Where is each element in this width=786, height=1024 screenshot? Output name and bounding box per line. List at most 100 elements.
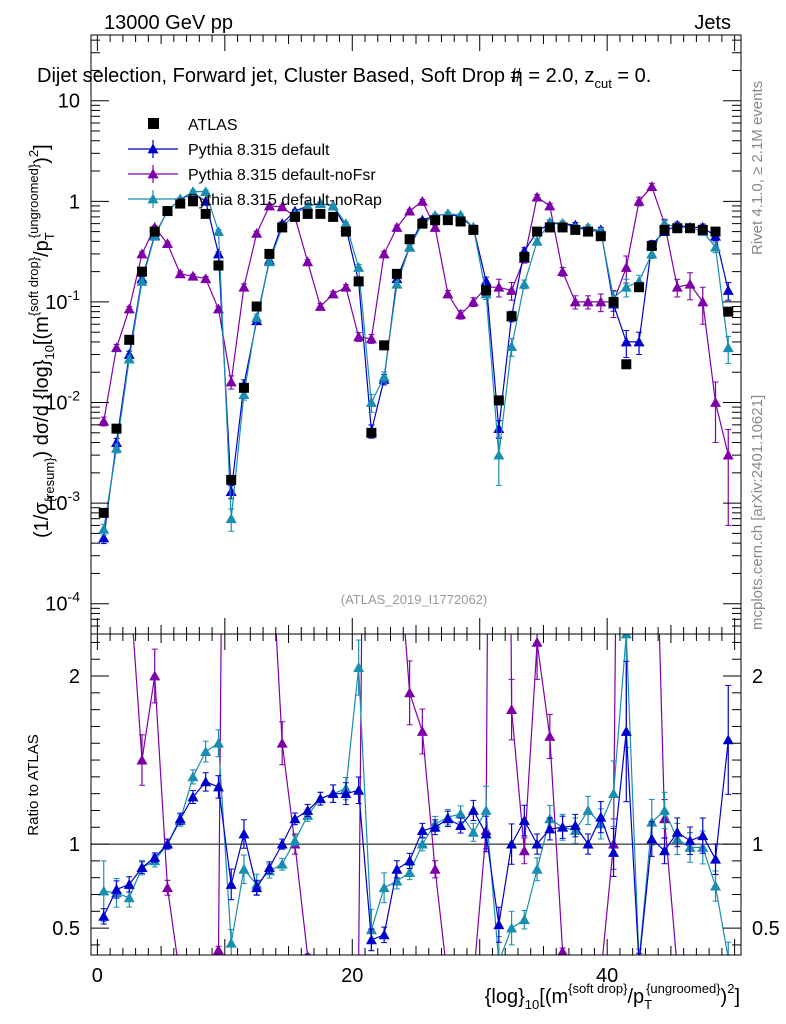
ratio-y-tick-label: 2 — [69, 666, 80, 688]
main-plot — [98, 181, 734, 545]
ratio-point — [200, 968, 211, 978]
ratio-point — [455, 986, 466, 996]
ratio-point — [416, 725, 428, 736]
legend-entry: Pythia 8.315 default-noRap — [128, 190, 382, 209]
ratio-point — [531, 636, 543, 647]
main-mc-point — [251, 227, 263, 238]
legend: ATLAS Pythia 8.315 default Pythia 8.315 de… — [128, 117, 382, 209]
main-mc-point — [684, 278, 696, 289]
main-mc-point — [200, 273, 212, 284]
ratio-y-axis-label: Ratio to ATLAS — [25, 734, 42, 835]
ratio-point — [289, 813, 301, 824]
main-data-point — [213, 260, 224, 271]
main-mc-point — [531, 235, 543, 246]
ratio-point — [620, 725, 632, 736]
ratio-series-0 — [98, 660, 734, 955]
main-mc-point — [633, 195, 645, 206]
ratio-point — [187, 771, 199, 782]
main-mc-point — [98, 415, 110, 426]
main-data-point — [544, 222, 555, 233]
main-data-point — [685, 223, 696, 234]
legend-entry: Pythia 8.315 default-noFsr — [128, 165, 376, 184]
main-data-point — [634, 282, 645, 293]
ratio-y-tick-label: 0.5 — [52, 918, 80, 940]
ratio-y-tick-label-right: 2 — [752, 666, 763, 688]
main-mc-point — [416, 195, 428, 206]
ratio-point — [264, 502, 275, 512]
ratio-point — [727, 952, 730, 955]
ratio-point — [136, 754, 148, 765]
x-tick-label: 40 — [596, 965, 618, 987]
ratio-point — [416, 838, 428, 849]
ratio-y-tick-label-right: 1 — [752, 834, 763, 856]
main-mc-point — [722, 449, 734, 460]
ratio-point — [391, 863, 403, 874]
ratio-point — [429, 821, 441, 832]
ratio-point — [480, 804, 492, 815]
main-data-point — [340, 226, 351, 237]
main-mc-point — [620, 261, 632, 272]
main-data-point — [481, 285, 492, 296]
ratio-point — [608, 846, 620, 857]
ratio-point — [620, 634, 632, 639]
ratio-series-line — [132, 634, 677, 955]
main-mc-point — [710, 397, 722, 407]
main-data-point — [136, 266, 147, 277]
main-mc-point — [327, 200, 339, 211]
ratio-series-2 — [98, 634, 732, 966]
main-mc-point — [582, 296, 594, 307]
ratio-point — [467, 804, 479, 815]
main-mc-point — [429, 221, 441, 232]
ratio-point — [531, 838, 543, 849]
ratio-point — [123, 892, 135, 903]
ratio-point — [442, 813, 454, 824]
main-mc-point — [722, 284, 734, 295]
main-mc-point — [340, 218, 352, 229]
ratio-point — [659, 845, 671, 856]
main-data-point — [493, 395, 504, 406]
main-series-line — [103, 191, 729, 530]
main-data-point — [646, 240, 657, 251]
svg-text:Dijet selection, Forward jet,: Dijet selection, Forward jet, Cluster Ba… — [37, 65, 651, 91]
main-mc-point — [353, 261, 365, 272]
ratio-point — [455, 820, 467, 830]
main-mc-point — [212, 226, 224, 236]
main-mc-point — [200, 186, 212, 196]
ratio-point — [404, 687, 416, 698]
main-data-point — [723, 306, 734, 317]
main-mc-point — [251, 311, 263, 322]
main-data-point — [608, 296, 619, 307]
ratio-point — [212, 737, 224, 748]
main-mc-point — [710, 241, 722, 252]
rivet-label: Rivet 4.1.0, ≥ 2.1M events — [749, 81, 766, 255]
main-data-point — [200, 208, 211, 219]
main-data-point — [175, 198, 186, 209]
ratio-point — [174, 813, 186, 824]
main-data-point — [570, 224, 581, 235]
main-data-point — [277, 222, 288, 233]
main-mc-point — [646, 248, 658, 259]
main-data-point — [264, 248, 275, 259]
main-mc-point — [238, 281, 250, 292]
main-mc-point — [365, 333, 377, 344]
main-mc-point — [646, 181, 658, 192]
main-series-1 — [98, 187, 734, 545]
ratio-point — [429, 863, 441, 874]
ratio-point — [404, 855, 416, 866]
main-mc-point — [123, 303, 135, 314]
main-mc-point — [442, 288, 454, 299]
main-mc-point — [212, 248, 224, 259]
ratio-point — [582, 838, 594, 849]
main-mc-point — [722, 342, 734, 353]
legend-label: Pythia 8.315 default-noFsr — [188, 167, 376, 184]
main-data-point — [302, 208, 313, 219]
x-tick-label: 0 — [92, 965, 103, 987]
main-mc-point — [671, 281, 683, 292]
ratio-point — [187, 976, 198, 986]
main-mc-point — [225, 376, 237, 387]
ratio-point — [634, 956, 645, 966]
ratio-series-line — [103, 634, 729, 955]
main-mc-point — [506, 284, 518, 295]
main-mc-point — [353, 331, 365, 342]
main-data-point — [672, 223, 683, 234]
